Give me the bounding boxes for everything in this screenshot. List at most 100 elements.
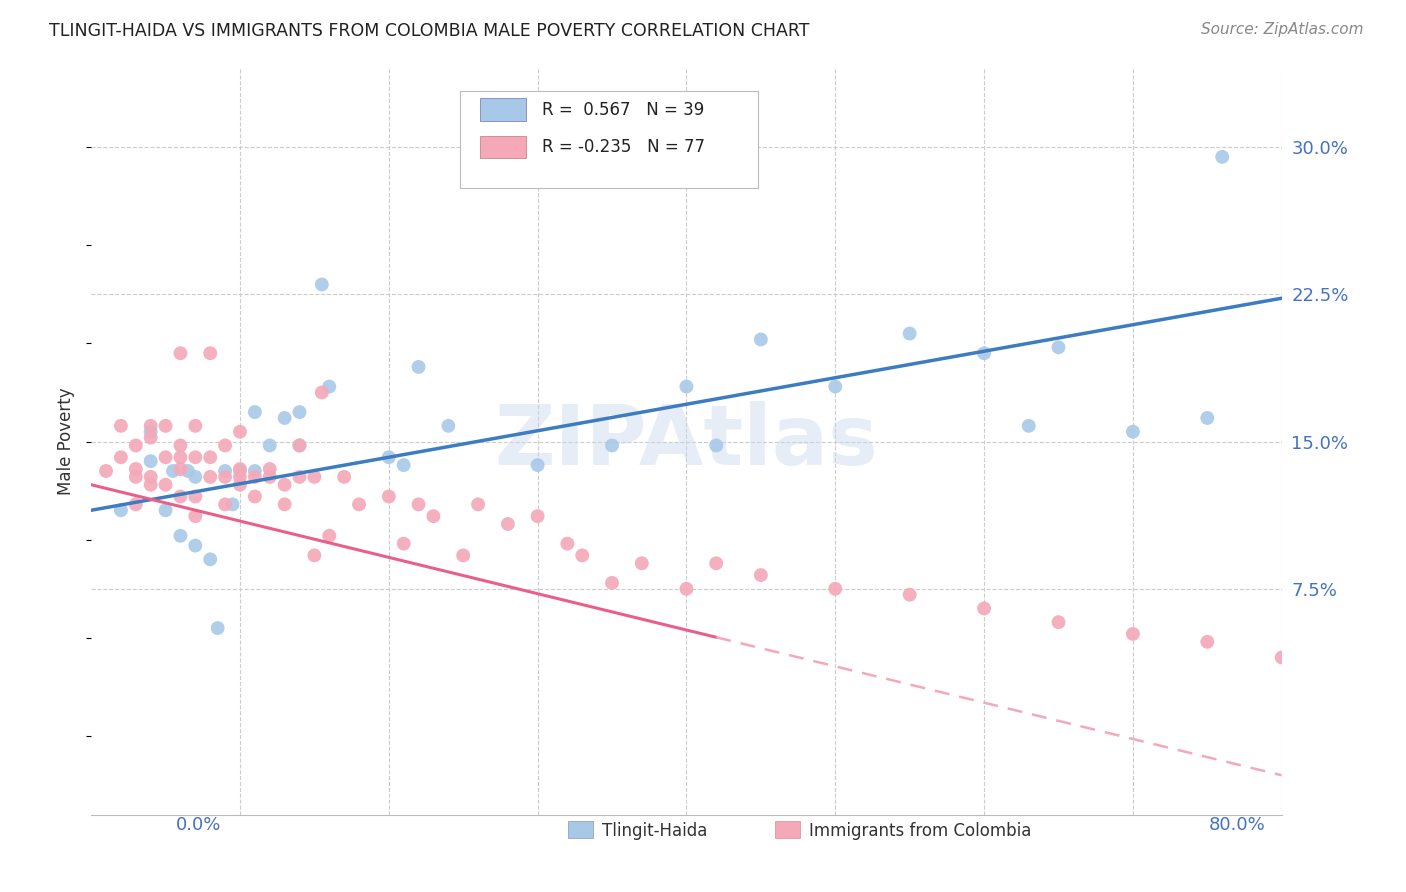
Point <box>408 359 430 374</box>
Point <box>749 333 772 347</box>
Text: R = -0.235   N = 77: R = -0.235 N = 77 <box>543 138 706 156</box>
Point <box>177 464 200 478</box>
Point <box>125 438 148 452</box>
Point <box>184 450 207 465</box>
Point <box>378 490 401 504</box>
Point <box>229 477 252 491</box>
Point <box>110 418 132 433</box>
Point <box>259 470 281 484</box>
Point <box>273 411 295 425</box>
Point <box>200 552 222 566</box>
Point <box>169 490 191 504</box>
Point <box>169 529 191 543</box>
Point <box>169 450 191 465</box>
Point <box>824 582 846 596</box>
Point <box>169 462 191 476</box>
Point <box>94 464 117 478</box>
Point <box>229 462 252 476</box>
Point <box>221 497 243 511</box>
Point <box>139 418 162 433</box>
Point <box>675 379 697 393</box>
Point <box>288 470 311 484</box>
Point <box>704 556 727 570</box>
Point <box>169 346 191 360</box>
Point <box>1211 150 1233 164</box>
Point <box>600 438 623 452</box>
Point <box>526 509 548 524</box>
Point <box>200 470 222 484</box>
Point <box>437 418 460 433</box>
Point <box>273 477 295 491</box>
Point <box>110 503 132 517</box>
FancyBboxPatch shape <box>481 136 526 158</box>
Text: ZIPAtlas: ZIPAtlas <box>495 401 879 482</box>
Point <box>200 450 222 465</box>
Point <box>675 582 697 596</box>
Point <box>288 438 311 452</box>
Point <box>467 497 489 511</box>
Point <box>1047 615 1070 629</box>
Text: Immigrants from Colombia: Immigrants from Colombia <box>808 822 1031 840</box>
Point <box>408 497 430 511</box>
Point <box>214 470 236 484</box>
Point <box>898 326 921 341</box>
Point <box>229 470 252 484</box>
Point <box>1018 418 1040 433</box>
Text: Source: ZipAtlas.com: Source: ZipAtlas.com <box>1201 22 1364 37</box>
Point <box>243 464 266 478</box>
Point <box>704 438 727 452</box>
Point <box>139 425 162 439</box>
Point <box>155 477 177 491</box>
Point <box>571 549 593 563</box>
Point <box>1197 411 1219 425</box>
Point <box>139 477 162 491</box>
Point <box>162 464 184 478</box>
Point <box>392 458 415 472</box>
Point <box>304 549 326 563</box>
Point <box>184 418 207 433</box>
Point <box>311 277 333 292</box>
Point <box>496 516 519 531</box>
Point <box>973 346 995 360</box>
Point <box>749 568 772 582</box>
Point <box>125 470 148 484</box>
Point <box>333 470 356 484</box>
Point <box>243 490 266 504</box>
Point <box>125 462 148 476</box>
Text: 0.0%: 0.0% <box>176 816 221 834</box>
Point <box>311 385 333 400</box>
Point <box>318 379 340 393</box>
Point <box>229 425 252 439</box>
FancyBboxPatch shape <box>460 91 758 188</box>
Point <box>422 509 444 524</box>
Point <box>200 346 222 360</box>
Point <box>392 536 415 550</box>
Point <box>318 529 340 543</box>
Point <box>110 450 132 465</box>
FancyBboxPatch shape <box>481 98 526 120</box>
Point <box>288 438 311 452</box>
Point <box>184 490 207 504</box>
Point <box>155 450 177 465</box>
Point <box>243 405 266 419</box>
Point <box>139 431 162 445</box>
Point <box>155 503 177 517</box>
Point <box>304 470 326 484</box>
Point <box>1047 340 1070 354</box>
Point <box>243 470 266 484</box>
Text: R =  0.567   N = 39: R = 0.567 N = 39 <box>543 101 704 119</box>
Point <box>125 497 148 511</box>
Point <box>139 454 162 468</box>
Point <box>229 464 252 478</box>
Point <box>1271 650 1294 665</box>
Point <box>259 438 281 452</box>
Point <box>630 556 652 570</box>
Point <box>184 470 207 484</box>
Text: 80.0%: 80.0% <box>1209 816 1265 834</box>
Text: TLINGIT-HAIDA VS IMMIGRANTS FROM COLOMBIA MALE POVERTY CORRELATION CHART: TLINGIT-HAIDA VS IMMIGRANTS FROM COLOMBI… <box>49 22 810 40</box>
Point <box>347 497 370 511</box>
Point <box>451 549 474 563</box>
Point <box>214 464 236 478</box>
Point <box>139 470 162 484</box>
Point <box>526 458 548 472</box>
